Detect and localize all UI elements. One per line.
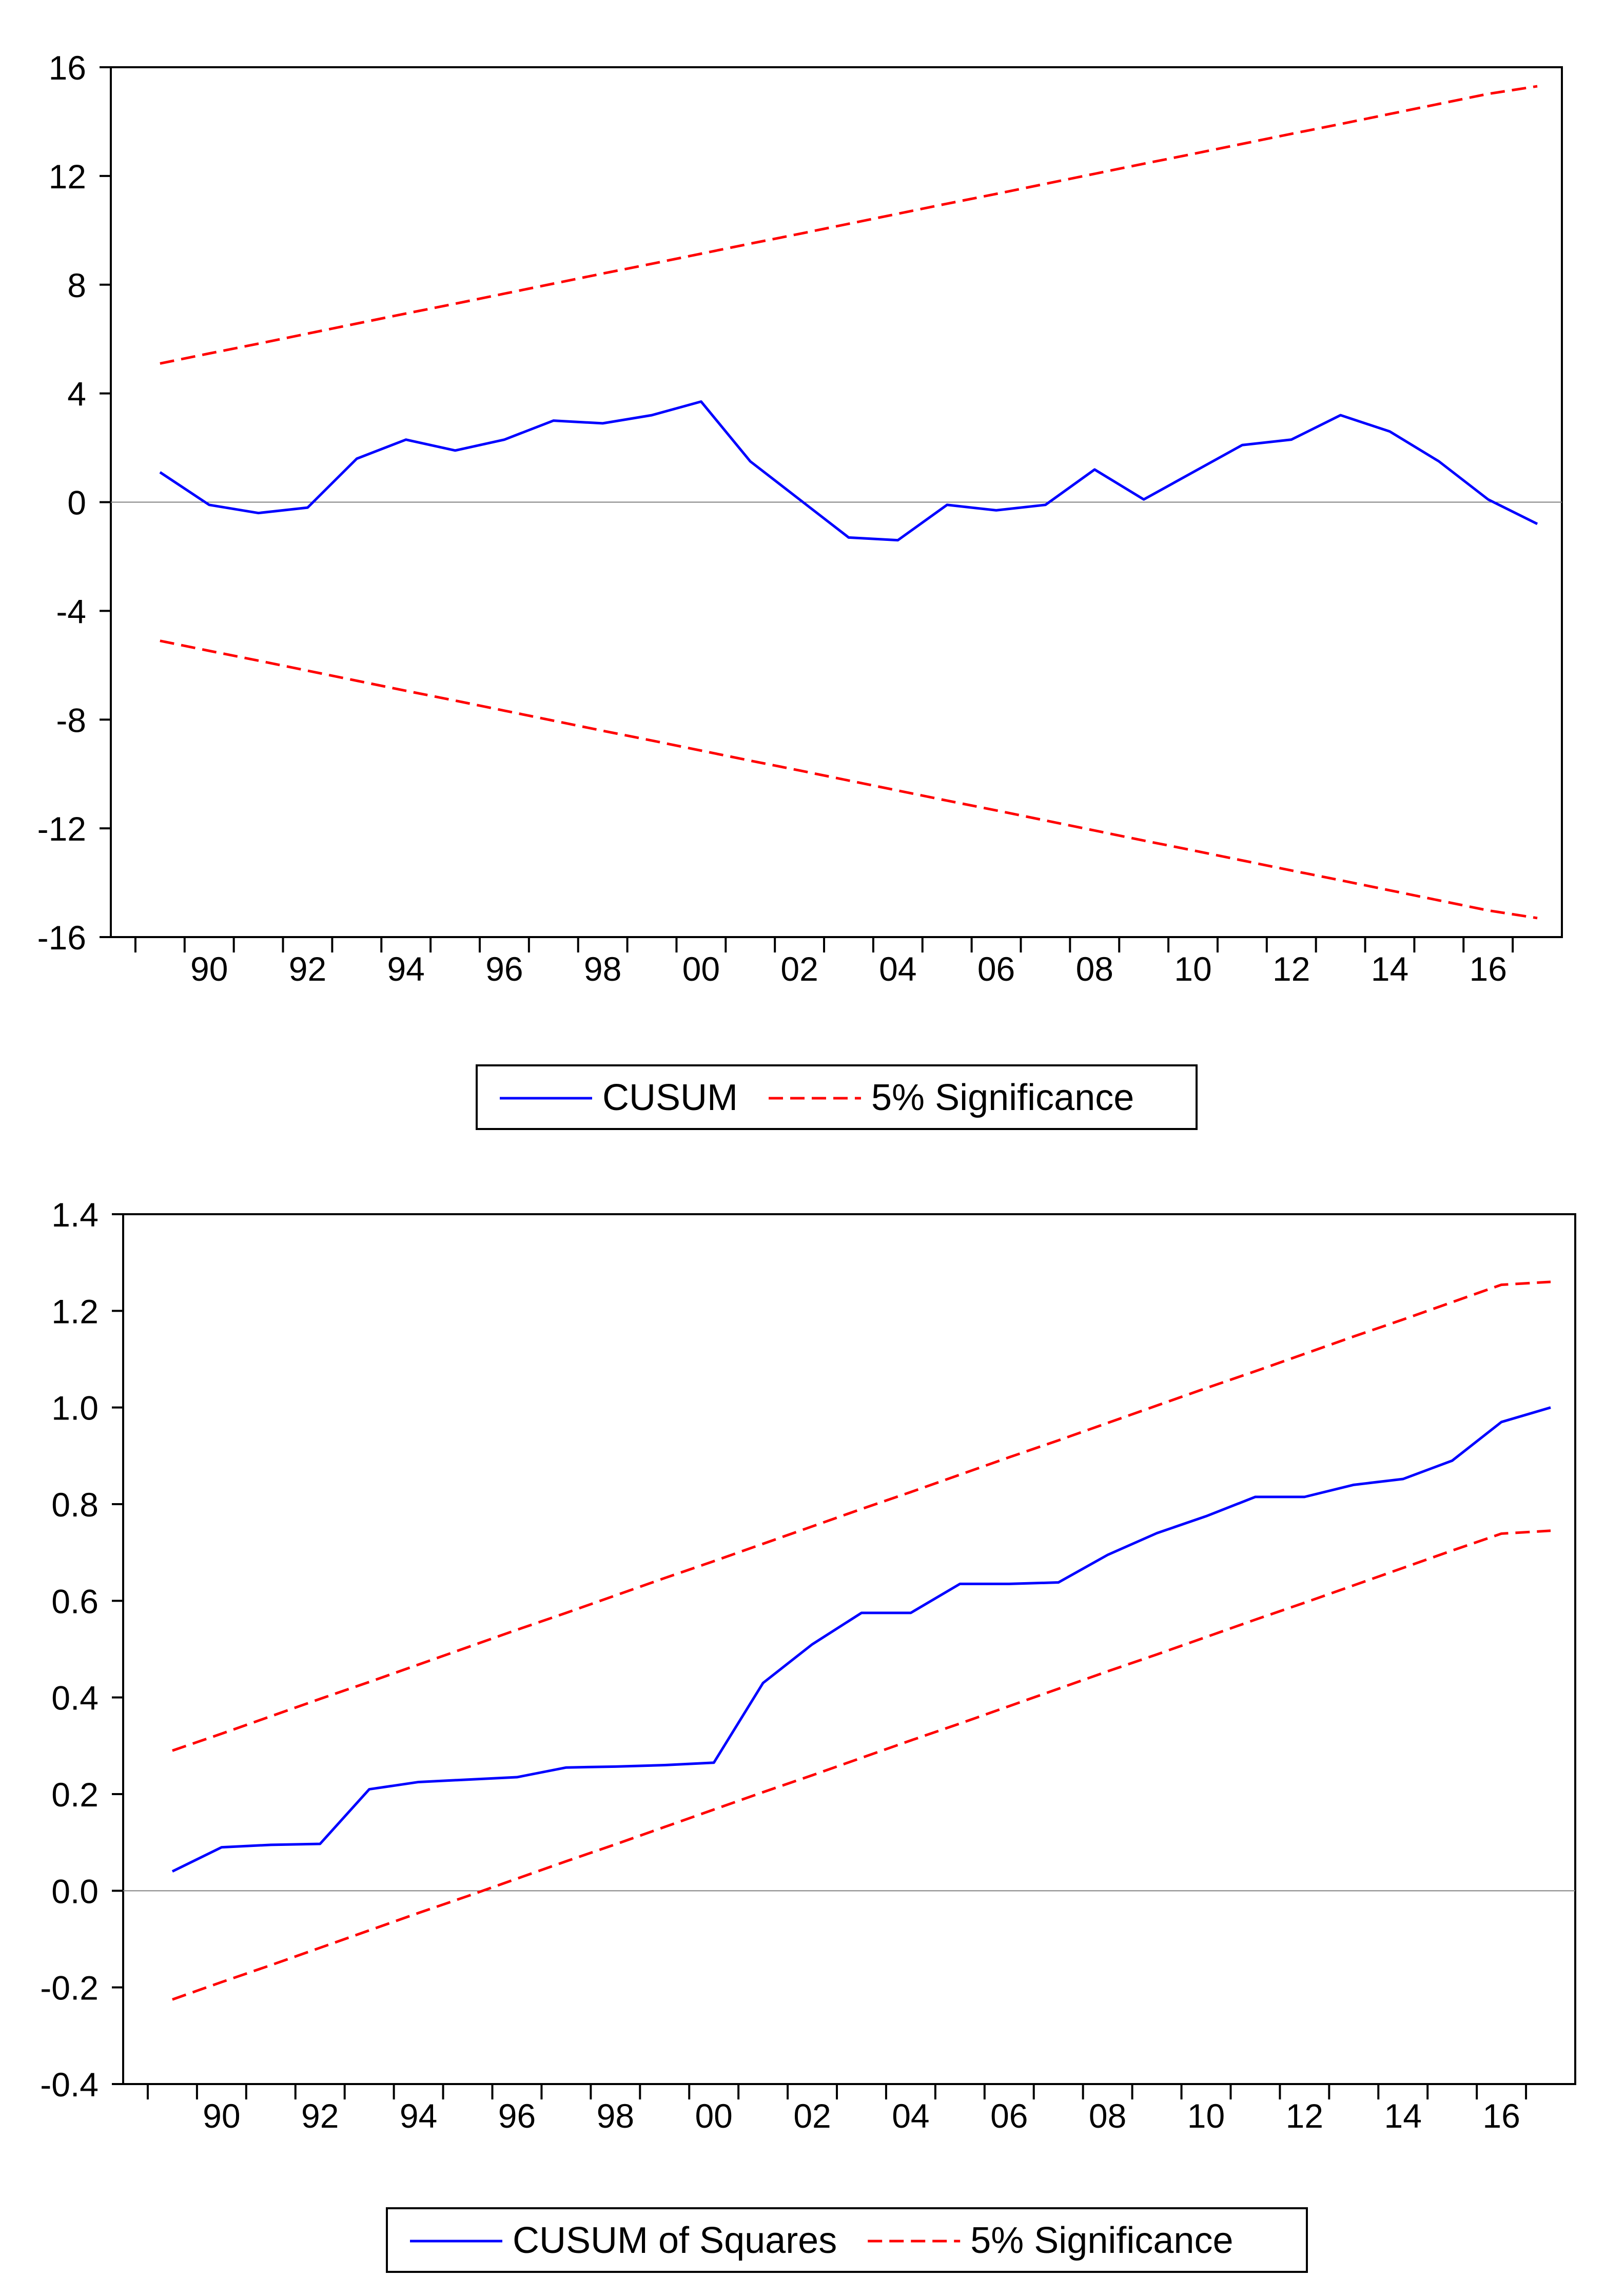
x-tick-label: 04 [892, 2097, 929, 2135]
x-tick-label: 92 [301, 2097, 339, 2135]
y-tick-label: -0.4 [40, 2066, 99, 2104]
x-tick-label: 98 [584, 950, 621, 988]
x-tick-label: 02 [793, 2097, 831, 2135]
y-tick-label: 0.8 [51, 1486, 99, 1524]
x-tick-label: 08 [1076, 950, 1113, 988]
y-tick-label: 0.4 [51, 1679, 99, 1717]
x-tick-label: 12 [1286, 2097, 1323, 2135]
x-tick-label: 14 [1371, 950, 1408, 988]
x-tick-label: 08 [1089, 2097, 1126, 2135]
y-tick-label: 16 [49, 49, 86, 87]
upper-significance-line [172, 1280, 1551, 1752]
y-tick-label: 1.2 [51, 1292, 99, 1330]
y-tick-label: 8 [67, 266, 86, 304]
x-tick-label: 90 [203, 2097, 240, 2135]
legend-label: 5% Significance [970, 2220, 1233, 2261]
legend-box [386, 2207, 1308, 2273]
plot-frame [122, 1213, 1576, 2085]
x-tick-label: 12 [1273, 950, 1310, 988]
lower-significance-line [160, 639, 1538, 920]
x-tick-label: 98 [597, 2097, 634, 2135]
y-tick-label: -8 [56, 701, 86, 739]
y-tick-label: -16 [37, 919, 86, 957]
legend-label: CUSUM [602, 1077, 738, 1118]
y-tick-label: 0.6 [51, 1582, 99, 1620]
upper-significance-line [160, 85, 1538, 365]
x-tick-label: 06 [977, 950, 1015, 988]
y-tick-label: 1.0 [51, 1389, 99, 1427]
x-tick-label: 96 [498, 2097, 536, 2135]
legend-label: CUSUM of Squares [513, 2220, 837, 2261]
y-tick-label: 0.2 [51, 1776, 99, 1814]
x-tick-label: 96 [485, 950, 523, 988]
y-tick-label: -0.2 [40, 1969, 99, 2007]
x-tick-label: 06 [990, 2097, 1028, 2135]
x-tick-label: 92 [289, 950, 326, 988]
x-tick-label: 10 [1174, 950, 1211, 988]
legend: CUSUM of Squares 5% Significance [386, 2207, 1308, 2273]
legend: CUSUM 5% Significance [476, 1064, 1198, 1130]
x-tick-label: 02 [780, 950, 818, 988]
x-tick-label: 00 [682, 950, 720, 988]
x-tick-label: 04 [879, 950, 916, 988]
x-tick-label: 14 [1384, 2097, 1422, 2135]
x-tick-label: 94 [400, 2097, 437, 2135]
cusum-of-squares-chart: -0.4 -0.2 0.0 0.2 0.4 0.6 0.8 1.0 1.2 1.4 90 92 94 96… [40, 1196, 1576, 2273]
y-tick-label: 0 [67, 484, 86, 522]
y-tick-label: -4 [56, 592, 86, 630]
x-tick-label: 10 [1187, 2097, 1225, 2135]
cusum-series-line [159, 400, 1538, 542]
x-tick-label: 16 [1469, 950, 1506, 988]
x-tick-label: 00 [695, 2097, 732, 2135]
y-tick-label: 4 [67, 375, 86, 413]
y-tick-label: 0.0 [51, 1872, 99, 1910]
legend-label: 5% Significance [871, 1077, 1134, 1118]
x-tick-label: 16 [1482, 2097, 1520, 2135]
y-tick-label: -12 [37, 810, 86, 848]
x-tick-label: 90 [190, 950, 228, 988]
cusum-series-line [171, 1406, 1551, 1873]
y-tick-label: 12 [49, 158, 86, 196]
y-tick-label: 1.4 [51, 1196, 99, 1234]
x-tick-label: 94 [387, 950, 424, 988]
lower-significance-line [172, 1529, 1551, 2001]
